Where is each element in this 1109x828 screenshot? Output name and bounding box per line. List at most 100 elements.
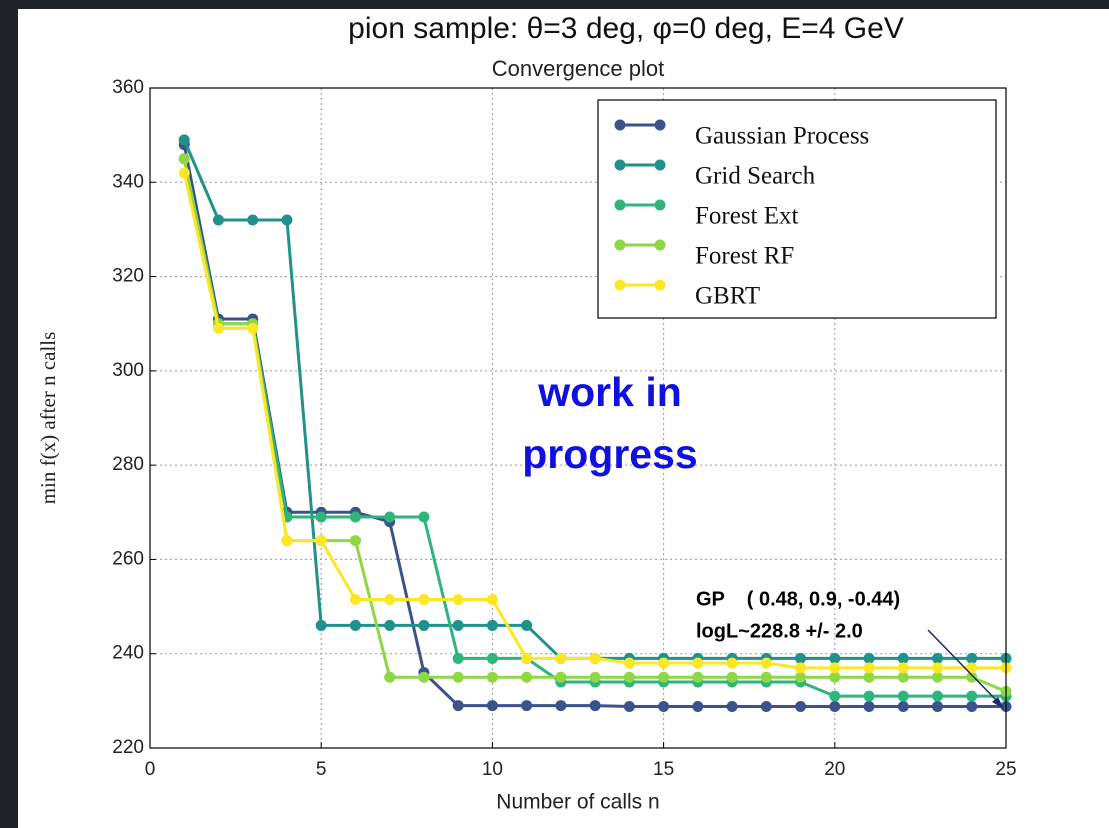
data-point <box>932 671 944 683</box>
legend-marker <box>614 239 626 251</box>
data-point <box>212 214 224 226</box>
legend-label: Grid Search <box>695 163 816 190</box>
data-point <box>692 671 704 683</box>
x-axis-label: Number of calls n <box>496 791 659 814</box>
data-point <box>349 594 361 605</box>
arrow-head <box>992 697 1004 709</box>
data-point <box>555 652 567 664</box>
data-point <box>178 167 190 179</box>
data-point <box>897 690 909 702</box>
data-point <box>897 662 909 674</box>
legend-marker <box>654 199 666 211</box>
annotation: logL~228.8 +/- 2.0 <box>696 620 863 642</box>
data-point <box>452 594 464 605</box>
data-point <box>521 652 533 664</box>
data-point <box>521 700 533 712</box>
legend-label: Forest Ext <box>695 203 799 230</box>
x-tick-label: 5 <box>316 759 327 780</box>
data-point <box>829 690 841 702</box>
annotation: work in <box>537 369 682 415</box>
x-tick-label: 0 <box>145 759 156 780</box>
chart-title: Convergence plot <box>492 56 664 81</box>
y-tick-label: 240 <box>112 643 144 664</box>
frame-top <box>0 0 1109 9</box>
data-point <box>829 652 841 664</box>
data-point <box>966 652 978 664</box>
data-point <box>452 619 464 631</box>
data-point <box>418 619 430 631</box>
data-point <box>658 657 670 669</box>
legend-label: Gaussian Process <box>695 123 869 150</box>
data-point <box>897 671 909 683</box>
y-tick-label: 260 <box>112 548 144 569</box>
data-point <box>795 652 807 664</box>
plot-area: 220 240 260 280 300 320 340 360 0 5 10 15 20 25 Gaussi… <box>112 77 1016 780</box>
legend: Gaussian Process Grid Search Forest Ext For… <box>597 99 997 319</box>
data-point <box>829 701 841 713</box>
legend-marker <box>654 119 666 131</box>
data-point <box>315 619 327 631</box>
data-point <box>760 671 772 683</box>
data-point <box>349 535 361 547</box>
legend-marker <box>654 279 666 291</box>
data-point <box>384 511 396 523</box>
data-point <box>658 671 670 683</box>
y-tick-label: 220 <box>112 737 144 758</box>
data-point <box>178 134 190 146</box>
data-point <box>486 652 498 664</box>
data-point <box>315 511 327 523</box>
arrow <box>927 629 1001 705</box>
data-point <box>589 652 601 664</box>
y-tick-label: 360 <box>112 77 144 98</box>
data-point <box>589 700 601 712</box>
y-tick-label: 280 <box>112 454 144 475</box>
y-tick-label: 320 <box>112 266 144 287</box>
legend-marker <box>654 159 666 171</box>
data-point <box>212 322 224 334</box>
data-point <box>966 671 978 683</box>
data-point <box>726 671 738 683</box>
legend-marker <box>614 119 626 131</box>
legend-marker <box>614 199 626 211</box>
data-point <box>966 701 978 713</box>
data-point <box>349 619 361 631</box>
data-point <box>726 701 738 713</box>
data-point <box>932 652 944 664</box>
data-point <box>829 662 841 674</box>
data-point <box>692 657 704 669</box>
data-point <box>281 214 293 226</box>
data-point <box>623 657 635 669</box>
x-tick-label: 25 <box>995 759 1016 780</box>
frame-left <box>0 0 18 828</box>
data-point <box>863 690 875 702</box>
plot-frame <box>149 87 1007 749</box>
data-point <box>281 535 293 547</box>
data-point <box>521 619 533 631</box>
data-point <box>452 652 464 664</box>
y-tick-label: 340 <box>112 171 144 192</box>
data-point <box>247 214 259 226</box>
legend-label: GBRT <box>695 283 760 310</box>
data-point <box>726 657 738 669</box>
data-point <box>452 671 464 683</box>
data-point <box>486 671 498 683</box>
data-point <box>932 701 944 713</box>
data-point <box>418 671 430 683</box>
data-point <box>589 671 601 683</box>
data-point <box>452 700 464 712</box>
data-point <box>863 662 875 674</box>
data-point <box>863 701 875 713</box>
data-point <box>555 700 567 712</box>
data-point <box>555 671 567 683</box>
annotation: GP ( 0.48, 0.9, -0.44) <box>696 588 900 610</box>
data-point <box>795 671 807 683</box>
y-tick-label: 300 <box>112 360 144 381</box>
heading: pion sample: θ=3 deg, φ=0 deg, E=4 GeV <box>348 12 904 45</box>
legend-marker <box>614 279 626 291</box>
data-point <box>418 594 430 605</box>
data-point <box>384 594 396 605</box>
data-point <box>760 701 772 713</box>
x-tick-label: 20 <box>824 759 845 780</box>
data-point <box>897 652 909 664</box>
